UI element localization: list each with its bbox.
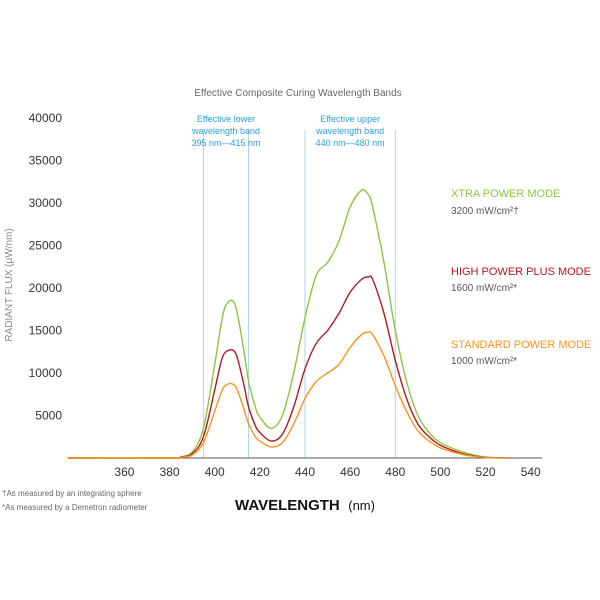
legend-detail-standard-power: 1000 mW/cm²* <box>451 356 517 367</box>
x-axis-unit: (nm) <box>348 498 375 513</box>
y-axis-ticks: 5000 10000 15000 20000 25000 30000 35000 40000 <box>29 111 63 423</box>
wavelength-bands: Effective lower wavelength band 395 nm—415… <box>191 114 396 458</box>
legend-label-high-power-plus: HIGH POWER PLUS MODE <box>451 266 591 278</box>
legend-label-standard-power: STANDARD POWER MODE <box>451 339 591 351</box>
x-tick-label-460: 460 <box>340 465 360 479</box>
y-tick-label-25000: 25000 <box>29 239 63 253</box>
x-tick-label-480: 480 <box>385 465 405 479</box>
x-tick-label-540: 540 <box>521 465 541 479</box>
x-axis-label: WAVELENGTH <box>235 497 340 514</box>
y-tick-label-5000: 5000 <box>35 409 62 423</box>
band-0-label-line-0: Effective lower <box>197 114 255 124</box>
band-1-label-line-0: Effective upper <box>320 114 380 124</box>
y-tick-label-35000: 35000 <box>29 154 63 168</box>
series-line-standard-power <box>67 331 509 459</box>
x-axis-title: WAVELENGTH (nm) <box>235 497 375 514</box>
x-tick-label-440: 440 <box>295 465 315 479</box>
x-tick-label-380: 380 <box>160 465 180 479</box>
y-axis-label: RADIANT FLUX (μW/nm) <box>4 228 15 341</box>
legend-detail-high-power-plus: 1600 mW/cm²* <box>451 283 517 294</box>
band-1-label-line-2: 440 nm—480 nm <box>316 138 385 148</box>
y-tick-label-40000: 40000 <box>29 111 63 125</box>
band-1-label-line-1: wavelength band <box>315 126 384 136</box>
x-tick-label-520: 520 <box>476 465 496 479</box>
y-tick-label-20000: 20000 <box>29 281 63 295</box>
legend-detail-xtra-power: 3200 mW/cm²† <box>451 206 519 217</box>
svg-text:WAVELENGTH (nm): WAVELENGTH (nm) <box>235 497 375 514</box>
legend: XTRA POWER MODE 3200 mW/cm²† HIGH POWER … <box>451 188 591 367</box>
footnote-demetron-radiometer: *As measured by a Demetron radiometer <box>2 503 148 512</box>
y-tick-label-15000: 15000 <box>29 324 63 338</box>
x-axis-ticks: 360 380 400 420 440 460 480 500 520 540 <box>114 465 541 479</box>
series-line-high-power-plus <box>67 275 509 459</box>
x-tick-label-360: 360 <box>114 465 134 479</box>
y-tick-label-30000: 30000 <box>29 196 63 210</box>
band-0-label-line-2: 395 nm—415 nm <box>191 138 260 148</box>
x-tick-label-400: 400 <box>205 465 225 479</box>
x-tick-label-420: 420 <box>250 465 270 479</box>
x-tick-label-500: 500 <box>430 465 450 479</box>
y-tick-label-10000: 10000 <box>29 366 63 380</box>
footnote-integrating-sphere: †As measured by an integrating sphere <box>2 489 142 498</box>
legend-label-xtra-power: XTRA POWER MODE <box>451 188 560 200</box>
chart-title: Effective Composite Curing Wavelength Ba… <box>194 88 401 99</box>
series-lines <box>67 188 509 459</box>
band-0-label-line-1: wavelength band <box>191 126 260 136</box>
series-line-xtra-power <box>67 188 509 459</box>
